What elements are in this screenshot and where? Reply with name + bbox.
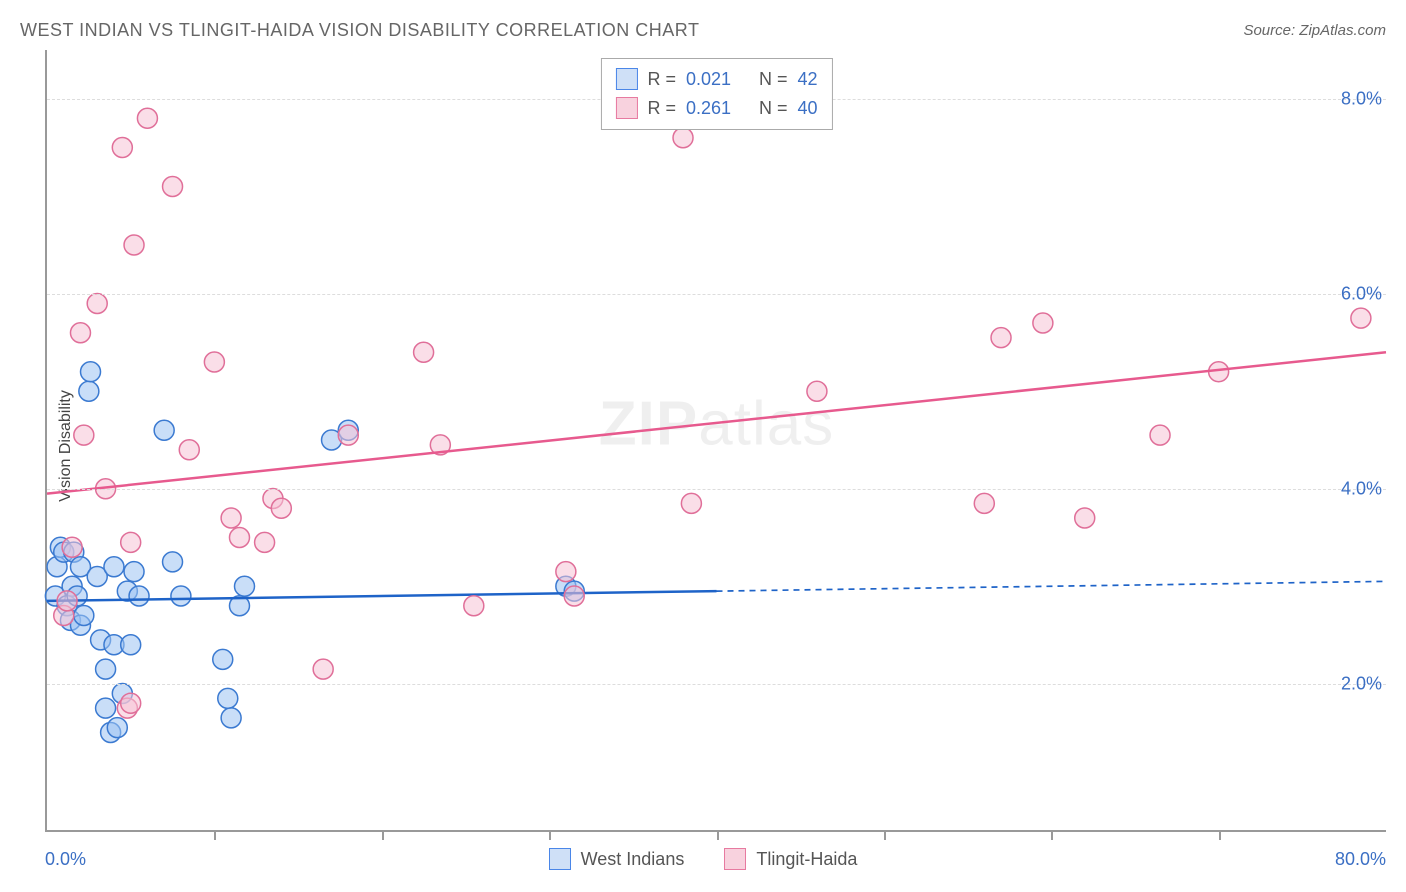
scatter-point bbox=[154, 420, 174, 440]
scatter-point bbox=[271, 498, 291, 518]
plot-svg bbox=[47, 50, 1386, 830]
x-tick bbox=[214, 830, 216, 840]
scatter-point bbox=[213, 649, 233, 669]
scatter-point bbox=[79, 381, 99, 401]
bottom-legend: West Indians Tlingit-Haida bbox=[0, 848, 1406, 870]
scatter-point bbox=[121, 532, 141, 552]
legend-swatch bbox=[549, 848, 571, 870]
scatter-point bbox=[556, 562, 576, 582]
scatter-point bbox=[129, 586, 149, 606]
y-tick-label: 2.0% bbox=[1341, 673, 1382, 694]
y-tick-label: 4.0% bbox=[1341, 478, 1382, 499]
scatter-point bbox=[1033, 313, 1053, 333]
x-tick bbox=[884, 830, 886, 840]
legend-swatch bbox=[724, 848, 746, 870]
scatter-point bbox=[1150, 425, 1170, 445]
scatter-point bbox=[221, 508, 241, 528]
y-tick-label: 8.0% bbox=[1341, 88, 1382, 109]
x-tick bbox=[382, 830, 384, 840]
x-tick bbox=[1219, 830, 1221, 840]
legend-label: West Indians bbox=[581, 849, 685, 870]
n-value: 42 bbox=[798, 65, 818, 94]
scatter-point bbox=[163, 552, 183, 572]
source-label: Source: ZipAtlas.com bbox=[1243, 22, 1386, 39]
scatter-point bbox=[338, 425, 358, 445]
scatter-point bbox=[974, 493, 994, 513]
scatter-point bbox=[163, 177, 183, 197]
scatter-point bbox=[57, 591, 77, 611]
scatter-point bbox=[807, 381, 827, 401]
stats-box: R = 0.021 N = 42 R = 0.261 N = 40 bbox=[600, 58, 832, 130]
legend-swatch bbox=[615, 97, 637, 119]
scatter-point bbox=[112, 138, 132, 158]
n-label: N = bbox=[759, 94, 788, 123]
scatter-point bbox=[218, 688, 238, 708]
regression-line bbox=[47, 352, 1386, 493]
scatter-point bbox=[673, 128, 693, 148]
r-label: R = bbox=[647, 65, 676, 94]
scatter-point bbox=[991, 328, 1011, 348]
gridline bbox=[47, 684, 1386, 685]
n-label: N = bbox=[759, 65, 788, 94]
x-tick bbox=[549, 830, 551, 840]
scatter-point bbox=[104, 557, 124, 577]
scatter-point bbox=[229, 528, 249, 548]
r-value: 0.261 bbox=[686, 94, 731, 123]
chart-container: WEST INDIAN VS TLINGIT-HAIDA VISION DISA… bbox=[0, 0, 1406, 892]
legend-label: Tlingit-Haida bbox=[756, 849, 857, 870]
header: WEST INDIAN VS TLINGIT-HAIDA VISION DISA… bbox=[20, 20, 1386, 41]
gridline bbox=[47, 294, 1386, 295]
scatter-point bbox=[74, 425, 94, 445]
scatter-point bbox=[464, 596, 484, 616]
scatter-point bbox=[124, 562, 144, 582]
r-label: R = bbox=[647, 94, 676, 123]
scatter-point bbox=[235, 576, 255, 596]
y-tick-label: 6.0% bbox=[1341, 283, 1382, 304]
scatter-point bbox=[70, 323, 90, 343]
scatter-point bbox=[87, 294, 107, 314]
x-tick bbox=[717, 830, 719, 840]
scatter-point bbox=[171, 586, 191, 606]
stats-row: R = 0.021 N = 42 bbox=[615, 65, 817, 94]
chart-frame: ZIPatlas 2.0%4.0%6.0%8.0%R =0.021N =42R … bbox=[45, 50, 1386, 832]
scatter-point bbox=[1075, 508, 1095, 528]
scatter-point bbox=[179, 440, 199, 460]
scatter-point bbox=[313, 659, 333, 679]
scatter-point bbox=[681, 493, 701, 513]
scatter-point bbox=[414, 342, 434, 362]
scatter-point bbox=[1351, 308, 1371, 328]
legend-item: Tlingit-Haida bbox=[724, 848, 857, 870]
legend-swatch bbox=[615, 68, 637, 90]
scatter-point bbox=[221, 708, 241, 728]
scatter-point bbox=[121, 635, 141, 655]
gridline bbox=[47, 489, 1386, 490]
scatter-point bbox=[121, 693, 141, 713]
n-value: 40 bbox=[798, 94, 818, 123]
scatter-point bbox=[96, 698, 116, 718]
scatter-point bbox=[107, 718, 127, 738]
regression-line-dashed bbox=[717, 581, 1387, 591]
chart-title: WEST INDIAN VS TLINGIT-HAIDA VISION DISA… bbox=[20, 20, 699, 41]
r-value: 0.021 bbox=[686, 65, 731, 94]
scatter-point bbox=[81, 362, 101, 382]
scatter-point bbox=[204, 352, 224, 372]
scatter-point bbox=[96, 659, 116, 679]
scatter-point bbox=[124, 235, 144, 255]
legend-item: West Indians bbox=[549, 848, 685, 870]
scatter-point bbox=[137, 108, 157, 128]
scatter-point bbox=[74, 606, 94, 626]
x-tick bbox=[1051, 830, 1053, 840]
stats-row: R = 0.261 N = 40 bbox=[615, 94, 817, 123]
scatter-point bbox=[255, 532, 275, 552]
scatter-point bbox=[62, 537, 82, 557]
scatter-point bbox=[564, 586, 584, 606]
